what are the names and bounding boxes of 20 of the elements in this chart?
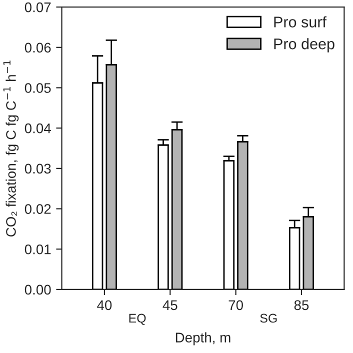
x-tick-label: 70	[228, 300, 243, 310]
y-tick-label: 0.02	[24, 204, 51, 214]
y-tick-label: 0.03	[24, 164, 51, 174]
y-axis-title: CO₂ fixation, fg C fg C$^{−1}$ h$^{−1}$	[3, 60, 19, 237]
y-tick-label: 0.05	[24, 83, 51, 93]
text: EQ	[129, 314, 146, 325]
y-tick-label: 0.06	[24, 42, 51, 53]
legend-label: Pro deep	[274, 38, 334, 52]
y-tick-label: 0.01	[24, 244, 51, 254]
x-tick-label: 85	[294, 300, 309, 310]
y-tick-label: 0.04	[24, 123, 51, 134]
y-tick-label: 0.07	[24, 2, 51, 12]
y-tick-label: 0.00	[24, 284, 51, 295]
text: SG	[260, 314, 277, 323]
legend-label: Pro surf	[274, 16, 327, 28]
x-tick-label: 40	[97, 300, 112, 310]
bar	[223, 160, 235, 290]
x-axis-title: Depth, m	[176, 332, 230, 346]
bar	[158, 144, 169, 290]
x-tick-label: 45	[162, 300, 178, 310]
